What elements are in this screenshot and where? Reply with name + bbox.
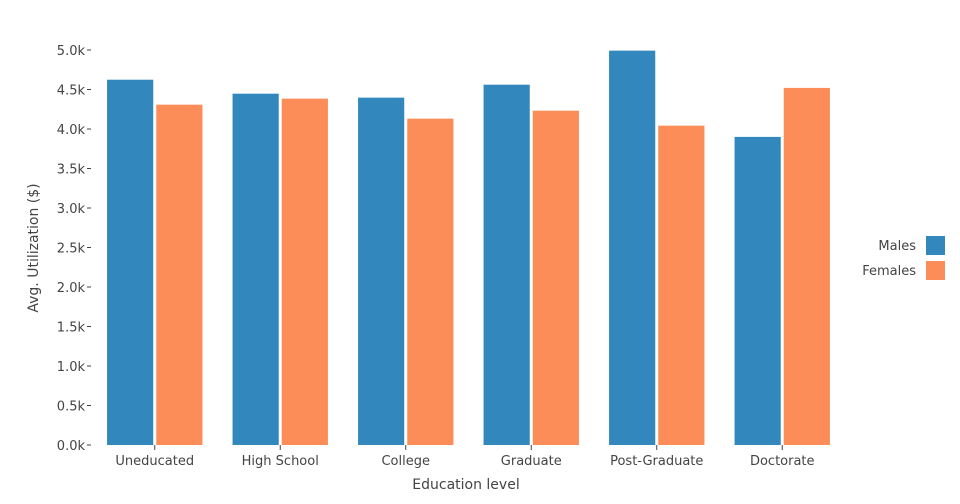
y-axis-title: Avg. Utilization ($) bbox=[26, 183, 42, 312]
x-tick-label: Doctorate bbox=[750, 454, 815, 469]
legend-swatch-females bbox=[926, 261, 945, 280]
bars bbox=[107, 50, 830, 446]
x-tick-label: Graduate bbox=[501, 454, 562, 469]
x-tick-label: Uneducated bbox=[115, 454, 194, 469]
bar-females bbox=[532, 110, 579, 445]
legend-label-females: Females bbox=[862, 264, 916, 279]
legend-label-males: Males bbox=[878, 239, 916, 254]
bar-females bbox=[783, 87, 830, 446]
bar-males bbox=[358, 97, 405, 446]
x-axis-title: Education level bbox=[412, 477, 519, 493]
y-tick-label: 5.0k bbox=[57, 44, 86, 59]
legend-swatch-males bbox=[926, 236, 945, 255]
y-tick-label: 4.0k bbox=[57, 123, 86, 138]
bar-males bbox=[107, 79, 154, 445]
y-tick-label: 1.0k bbox=[57, 360, 86, 375]
bar-females bbox=[156, 104, 203, 445]
y-tick-label: 4.5k bbox=[57, 84, 86, 99]
bar-females bbox=[407, 118, 454, 445]
x-tick-label: Post-Graduate bbox=[610, 454, 703, 469]
legend: Males Females bbox=[862, 236, 945, 280]
y-tick-label: 0.0k bbox=[57, 439, 86, 454]
y-tick-label: 1.5k bbox=[57, 321, 86, 336]
x-tick-label: College bbox=[381, 454, 430, 469]
bar-females bbox=[658, 125, 705, 445]
y-tick-label: 3.0k bbox=[57, 202, 86, 217]
y-axis: 0.0k 0.5k 1.0k 1.5k 2.0k 2.5k 3.0k 3.5k 4.0k 4.5k… bbox=[57, 44, 91, 454]
bar-females bbox=[281, 98, 328, 445]
y-tick-label: 2.5k bbox=[57, 242, 86, 257]
bar-males bbox=[232, 93, 279, 445]
y-tick-label: 0.5k bbox=[57, 400, 86, 415]
x-axis: Uneducated High School College Graduate Post… bbox=[115, 445, 815, 469]
bar-males bbox=[734, 136, 781, 445]
x-tick-label: High School bbox=[242, 454, 319, 469]
bar-males bbox=[483, 84, 530, 445]
y-tick-label: 3.5k bbox=[57, 163, 86, 178]
bar-males bbox=[609, 50, 656, 446]
y-tick-label: 2.0k bbox=[57, 281, 86, 296]
